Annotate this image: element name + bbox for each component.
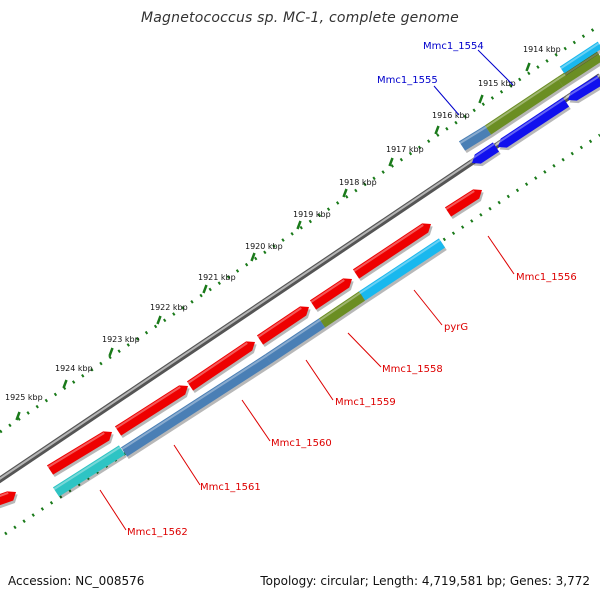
gene-mmc1-1562[interactable]: [46, 431, 112, 475]
topology-text: Topology: circular; Length: 4,719,581 bp…: [260, 574, 590, 588]
gene-mmc1-1553-partial[interactable]: [568, 75, 600, 101]
tick-label: 1924 kbp: [55, 364, 93, 373]
gene-highlight: [115, 386, 181, 429]
tick-mark: [342, 188, 348, 198]
gene-connector: [487, 235, 515, 275]
gene-label-mmc1-1560[interactable]: Mmc1_1560: [271, 438, 332, 449]
tick-label: 1920 kbp: [245, 242, 283, 251]
tick-label: 1918 kbp: [339, 178, 377, 187]
gene-cog-1558[interactable]: [318, 291, 366, 328]
gene-highlight: [485, 78, 559, 128]
gene-label-mmc1-1554[interactable]: Mmc1_1554: [423, 41, 484, 52]
tick-mark: [478, 94, 484, 104]
gene-mmc1-1555[interactable]: [472, 142, 500, 164]
gene-highlight: [560, 42, 600, 70]
gene-cog-1554a[interactable]: [484, 77, 564, 135]
gene-highlight: [469, 143, 495, 161]
gene-connector: [433, 85, 460, 116]
gene-label-mmc1-1556[interactable]: Mmc1_1556: [516, 272, 577, 283]
gene-highlight: [353, 224, 424, 272]
tick-mark: [388, 157, 394, 167]
gene-cog-1562[interactable]: [52, 445, 126, 497]
gene-partial-left[interactable]: [0, 491, 16, 507]
map-title: Magnetococcus sp. MC-1, complete genome: [141, 10, 459, 26]
gene-group: [0, 41, 600, 509]
tick-mark: [108, 347, 114, 357]
gene-mmc1-1558[interactable]: [309, 278, 352, 310]
accession-text: Accession: NC_008576: [8, 574, 145, 588]
gene-label-mmc1-1559[interactable]: Mmc1_1559: [335, 397, 396, 408]
gene-connector: [305, 359, 334, 401]
gene-mmc1-1560[interactable]: [186, 341, 255, 391]
tick-label: 1921 kbp: [198, 273, 236, 282]
gene-connector: [241, 399, 271, 442]
tick-mark: [250, 252, 256, 262]
gene-connector: [413, 289, 443, 326]
gene-highlight: [265, 319, 321, 357]
gene-cog-1554b[interactable]: [556, 51, 600, 87]
tick-label: 1919 kbp: [293, 210, 331, 219]
gene-mmc1-1561[interactable]: [114, 385, 188, 436]
gene-label-mmc1-1555[interactable]: Mmc1_1555: [377, 75, 438, 86]
gene-label-mmc1-1561[interactable]: Mmc1_1561: [200, 482, 261, 493]
gene-cog-pyrg[interactable]: [358, 238, 446, 301]
tick-label: 1916 kbp: [432, 111, 470, 120]
gene-connector: [347, 332, 382, 368]
gene-label-mmc1-1562[interactable]: Mmc1_1562: [127, 527, 188, 538]
gene-pyrg[interactable]: [352, 223, 431, 279]
gene-cog-1560-1561[interactable]: [120, 354, 272, 457]
tick-group: 1914 kbp 1915 kbp 1916 kbp 1917 kbp 1918 kbp…: [5, 45, 561, 421]
tick-mark: [202, 284, 208, 294]
gene-cog-1555[interactable]: [458, 125, 492, 151]
tick-mark: [156, 315, 162, 325]
gene-highlight: [445, 190, 475, 210]
gene-connector: [173, 444, 201, 486]
gene-connector: [99, 489, 127, 531]
gene-cog-1554c[interactable]: [559, 41, 600, 74]
gene-highlight: [495, 98, 565, 145]
gene-highlight: [565, 76, 599, 98]
gene-labels: Mmc1_1554 Mmc1_1555 Mmc1_1556 pyrG Mmc1_…: [99, 41, 577, 538]
gene-highlight: [53, 446, 121, 490]
gene-highlight: [319, 292, 361, 321]
gene-highlight: [121, 355, 267, 450]
tick-mark: [296, 220, 302, 230]
tick-mark: [15, 411, 21, 421]
tick-label: 1917 kbp: [386, 145, 424, 154]
tick-mark: [434, 125, 440, 135]
gene-mmc1-1556[interactable]: [444, 189, 482, 217]
gene-highlight: [310, 279, 345, 303]
gene-highlight: [47, 432, 105, 468]
gene-highlight: [187, 342, 248, 384]
gene-highlight: [459, 126, 487, 144]
gene-highlight: [557, 52, 599, 80]
tick-mark: [525, 62, 531, 72]
tick-label: 1915 kbp: [478, 79, 516, 88]
tick-label: 1914 kbp: [523, 45, 561, 54]
gene-mmc1-1559[interactable]: [256, 306, 309, 345]
gene-connector: [477, 49, 514, 86]
gene-mmc1-1554[interactable]: [498, 97, 570, 148]
tick-mark: [62, 379, 68, 389]
tick-label: 1923 kbp: [102, 335, 140, 344]
gene-label-mmc1-1558[interactable]: Mmc1_1558: [382, 364, 443, 375]
gene-highlight: [257, 307, 302, 338]
gene-highlight: [359, 239, 441, 294]
tick-label: 1922 kbp: [150, 303, 188, 312]
gene-label-pyrg[interactable]: pyrG: [444, 322, 468, 333]
tick-label: 1925 kbp: [5, 393, 43, 402]
gene-highlight: [0, 492, 9, 497]
gene-cog-1559[interactable]: [264, 318, 326, 364]
